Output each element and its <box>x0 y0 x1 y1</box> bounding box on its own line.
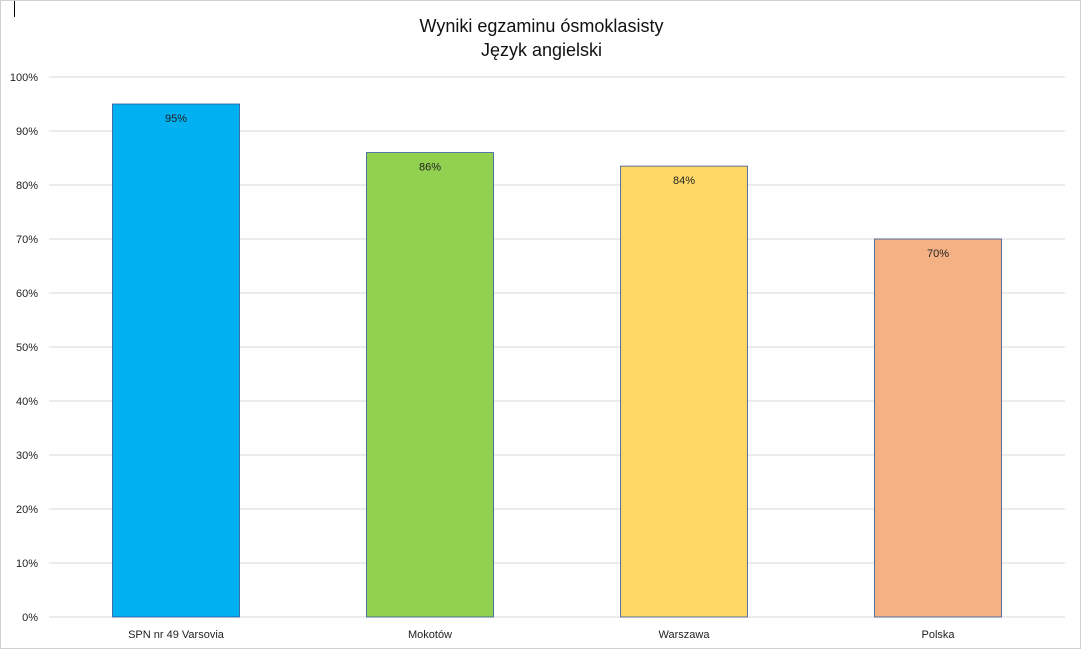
data-label: 70% <box>927 248 949 260</box>
text-cursor <box>14 1 15 17</box>
y-tick-label: 50% <box>16 342 38 354</box>
data-label: 95% <box>165 113 187 125</box>
x-axis-ticks: SPN nr 49 Varsovia Mokotów Warszawa Polska <box>128 629 955 641</box>
y-tick-label: 0% <box>22 612 38 624</box>
bar <box>620 165 748 618</box>
y-tick-label: 60% <box>16 288 38 300</box>
y-tick-label: 10% <box>16 558 38 570</box>
data-labels: 95% 86% 84% 70% <box>165 113 949 260</box>
bar <box>366 152 494 618</box>
data-label: 86% <box>419 162 441 174</box>
y-tick-label: 70% <box>16 234 38 246</box>
chart-title: Wyniki egzaminu ósmoklasisty Język angie… <box>1 14 1081 62</box>
x-tick-label: Polska <box>921 629 955 641</box>
bars <box>112 103 1002 618</box>
y-tick-label: 20% <box>16 504 38 516</box>
data-label: 84% <box>673 175 695 187</box>
x-tick-label: Warszawa <box>659 629 711 641</box>
y-tick-label: 40% <box>16 396 38 408</box>
y-axis-ticks: 0% 10% 20% 30% 40% 50% 60% 70% 80% 90% 100% <box>10 72 38 624</box>
y-tick-label: 30% <box>16 450 38 462</box>
bar <box>874 238 1002 618</box>
chart-title-line-2: Język angielski <box>480 40 603 60</box>
bar <box>112 103 240 618</box>
y-tick-label: 90% <box>16 126 38 138</box>
x-tick-label: SPN nr 49 Varsovia <box>128 629 225 641</box>
x-tick-label: Mokotów <box>408 629 452 641</box>
y-tick-label: 80% <box>16 180 38 192</box>
y-tick-label: 100% <box>10 72 38 84</box>
chart-title-line-1: Wyniki egzaminu ósmoklasisty <box>419 16 664 36</box>
